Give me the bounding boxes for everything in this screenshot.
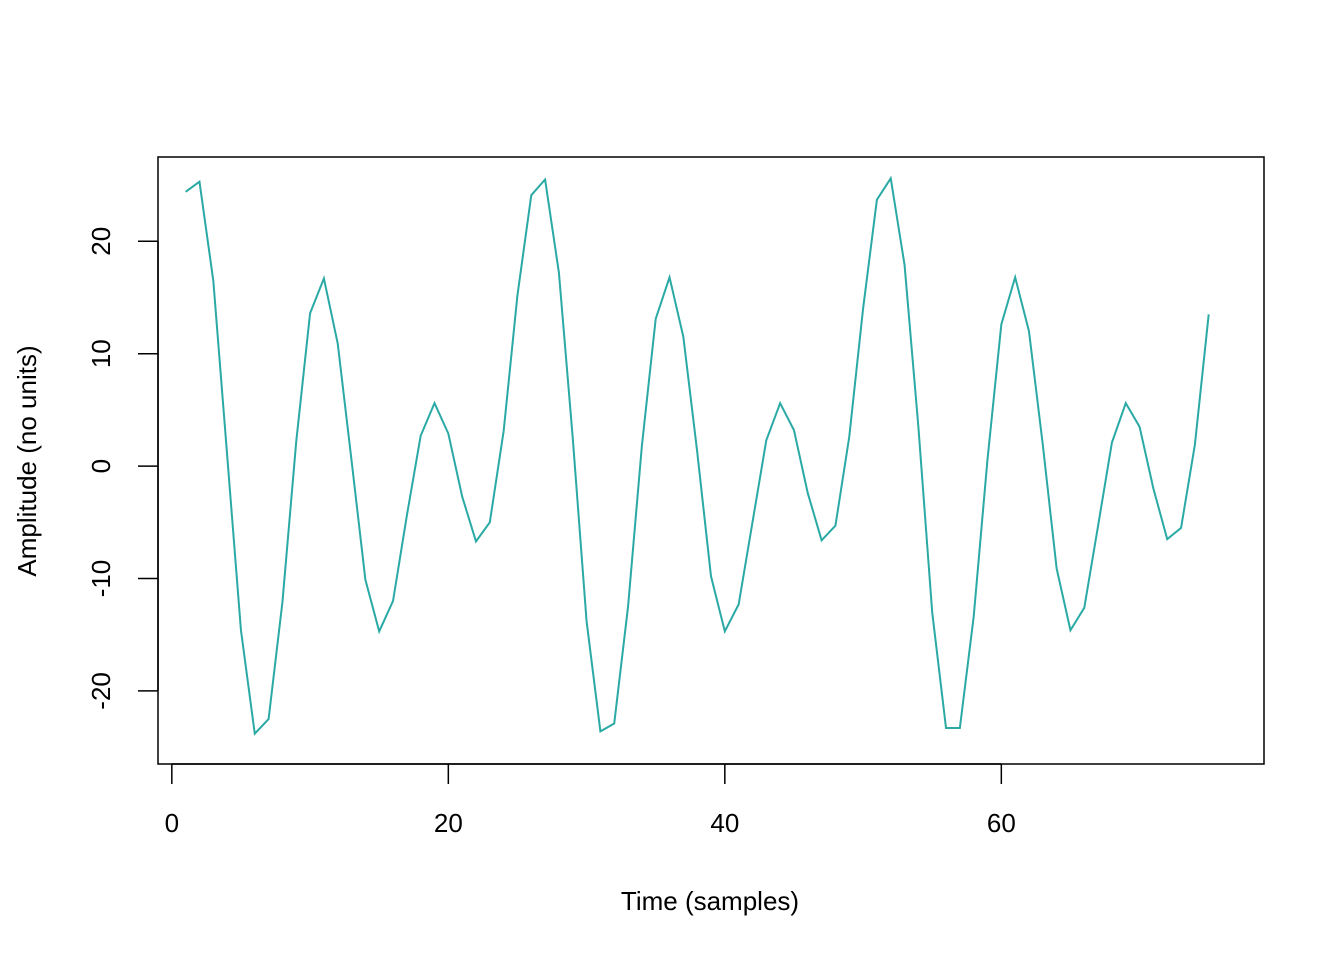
plot-frame [157, 156, 1265, 765]
y-tick-label: -20 [86, 672, 116, 710]
y-tick-label: 10 [86, 339, 116, 368]
y-axis-label: Amplitude (no units) [12, 345, 42, 576]
y-tick-label: -10 [86, 560, 116, 598]
x-tick-label: 20 [434, 808, 463, 838]
x-axis: 0 20 40 60 [165, 763, 1016, 838]
x-tick-label: 60 [987, 808, 1016, 838]
y-tick-label: 20 [86, 227, 116, 256]
series-line [185, 175, 1210, 736]
y-tick-label: 0 [86, 459, 116, 473]
y-axis: -20 -10 0 10 20 [86, 227, 159, 710]
x-tick-label: 0 [165, 808, 179, 838]
x-tick-label: 40 [710, 808, 739, 838]
x-axis-label: Time (samples) [621, 886, 799, 916]
